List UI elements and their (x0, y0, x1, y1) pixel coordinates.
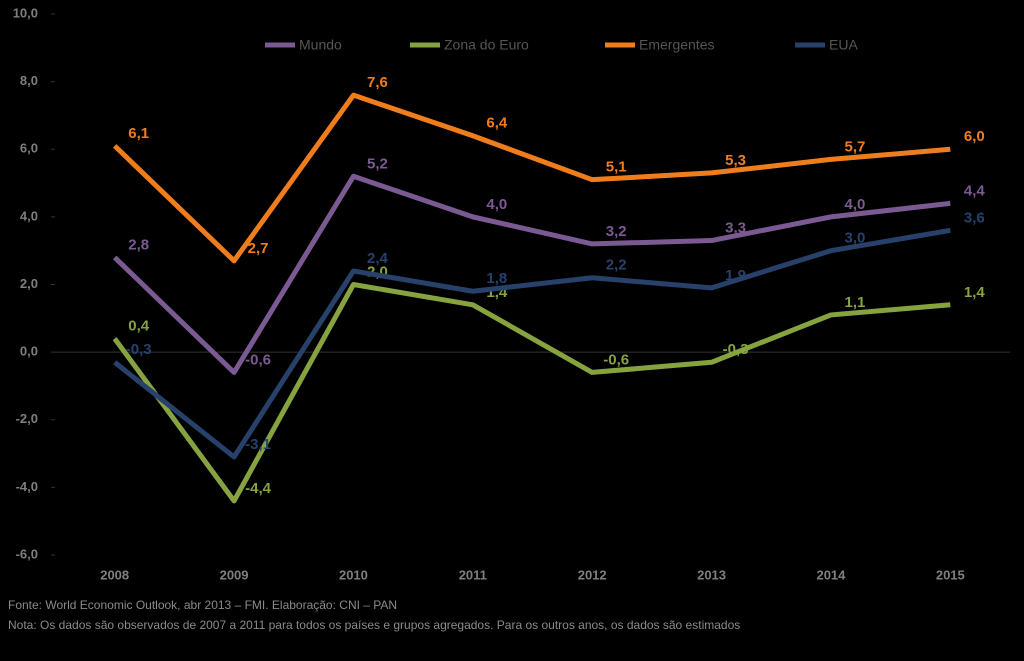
data-label: 0,4 (128, 318, 150, 335)
data-label: 5,2 (367, 155, 388, 172)
y-tick-label: 8,0 (20, 73, 38, 88)
data-label: -0,3 (723, 341, 749, 358)
data-label: 6,4 (486, 115, 508, 132)
legend-label: Mundo (299, 37, 342, 53)
data-label: 4,0 (845, 196, 866, 213)
data-label: 6,0 (964, 128, 985, 145)
data-label: 5,7 (845, 138, 866, 155)
legend-label: Emergentes (639, 37, 714, 53)
series-line (112, 282, 951, 504)
x-tick-label: 2010 (339, 567, 368, 582)
x-tick-label: 2009 (220, 567, 249, 582)
data-label: 4,0 (486, 196, 507, 213)
data-label: 5,3 (725, 152, 746, 169)
data-label: 5,1 (606, 159, 627, 176)
data-label: 2,7 (248, 240, 269, 257)
data-label: 6,1 (128, 125, 149, 142)
series-line (112, 173, 951, 375)
data-label: 2,8 (128, 236, 149, 253)
data-label: 1,4 (964, 284, 986, 301)
data-label: -3,1 (245, 436, 271, 453)
x-tick-label: 2013 (697, 567, 726, 582)
y-tick-label: 10,0 (13, 5, 38, 20)
note: Nota: Os dados são observados de 2007 a … (8, 618, 740, 632)
legend-label: EUA (829, 37, 858, 53)
x-tick-label: 2012 (578, 567, 607, 582)
y-tick-label: 4,0 (20, 208, 38, 223)
series-line (113, 227, 951, 460)
y-tick-label: 2,0 (20, 276, 38, 291)
data-label: 4,4 (964, 182, 986, 199)
data-label: -4,4 (245, 480, 272, 497)
data-label: 1,8 (486, 270, 507, 287)
data-label: 3,3 (725, 220, 746, 237)
data-label: -0,6 (603, 351, 629, 368)
y-tick-label: 0,0 (20, 344, 38, 359)
data-label: 2,4 (367, 250, 389, 267)
y-tick-label: -4,0 (16, 479, 38, 494)
data-label: -0,3 (126, 341, 152, 358)
legend-label: Zona do Euro (444, 37, 529, 53)
source: Fonte: World Economic Outlook, abr 2013 … (8, 598, 397, 612)
y-tick-label: -6,0 (16, 546, 38, 561)
x-tick-label: 2015 (936, 567, 965, 582)
y-tick-label: 6,0 (20, 141, 38, 156)
data-label: 3,6 (964, 209, 985, 226)
data-label: 3,0 (845, 230, 866, 247)
y-tick-label: -2,0 (16, 411, 38, 426)
data-label: 3,2 (606, 223, 627, 240)
data-label: 2,2 (606, 257, 627, 274)
x-tick-label: 2011 (459, 567, 487, 582)
x-tick-label: 2014 (816, 567, 846, 582)
data-label: 7,6 (367, 74, 388, 91)
x-tick-label: 2008 (100, 567, 129, 582)
series-line (112, 92, 951, 264)
data-label: 1,9 (725, 267, 746, 284)
data-label: 1,1 (845, 294, 866, 311)
data-label: -0,6 (245, 351, 271, 368)
